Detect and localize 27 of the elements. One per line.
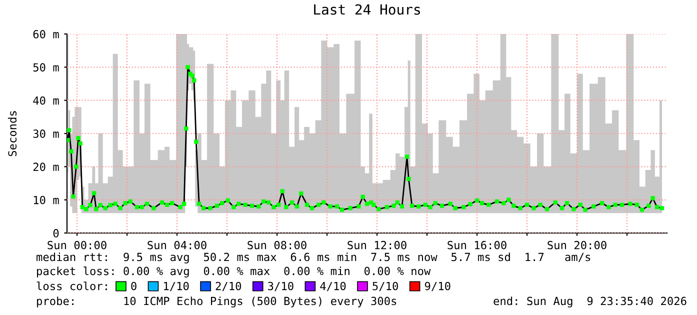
x-tick-label: Sun 08:00 (248, 240, 306, 250)
y-tick-label: 10 m (34, 196, 59, 204)
x-tick-label: Sun 16:00 (448, 240, 506, 250)
y-tick-label: 0 (53, 229, 59, 238)
chart-title: Last 24 Hours (314, 4, 420, 15)
y-tick-label: 40 m (33, 96, 59, 105)
text: probe: 10 ICMP Echo Pings (500 Bytes) every 300s (37, 296, 396, 308)
y-axis-title: Seconds (8, 111, 17, 156)
y-tick-label: 60 m (33, 30, 59, 38)
y-tick-label: 30 m (33, 130, 59, 138)
x-tick-label: Sun 00:00 (48, 240, 106, 250)
legend-label: 2/10 (216, 282, 242, 292)
legend-label: 5/10 (372, 282, 398, 292)
legend-label: 3/10 (268, 282, 294, 292)
legend-label: 4/10 (320, 282, 346, 292)
x-tick-label: Sun 20:00 (548, 240, 606, 250)
x-tick-label: Sun 04:00 (148, 240, 206, 250)
text: median rtt: 9.5 ms avg 50.2 ms max 6.6 ms min 7.5 ms now 5.7 ms sd 1.7 am/s (36, 252, 590, 264)
y-tick-label: 20 m (33, 162, 59, 172)
text: loss color: (36, 282, 107, 290)
legend-label: 9/10 (424, 282, 450, 292)
x-tick-label: Sun 12:00 (348, 240, 406, 250)
legend-label: 1/10 (164, 282, 189, 292)
text: end: Sun Aug 9 23:35:40 2026 (494, 296, 686, 308)
legend-label: 0 (131, 282, 136, 290)
y-tick-label: 50 m (33, 63, 59, 72)
text: packet loss: 0.00 % avg 0.00 % max 0.00 % min 0.00 % now (37, 266, 431, 278)
